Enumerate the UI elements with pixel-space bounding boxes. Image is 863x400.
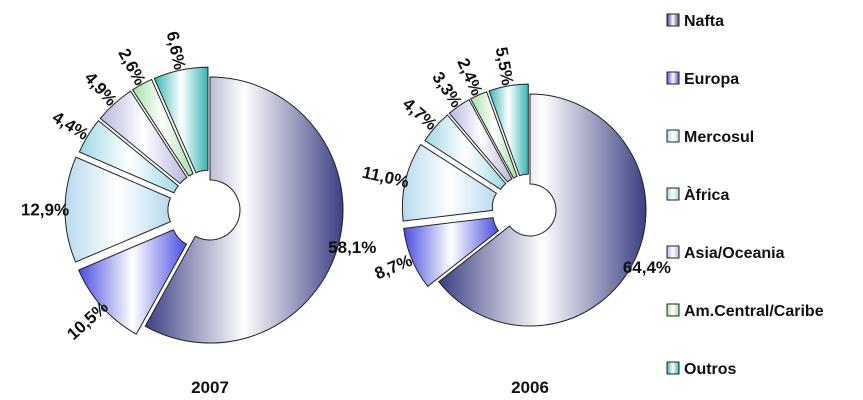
legend-item: Asia/Oceania <box>684 245 785 262</box>
pie-slice-2006--frica <box>424 114 507 191</box>
legend-item: Àfrica <box>684 185 729 204</box>
slice-label: 5,5% <box>492 46 517 87</box>
slice-label: 4,4% <box>49 108 92 144</box>
legend-item: Outros <box>684 361 737 378</box>
slice-label: 64,4% <box>623 258 671 277</box>
slice-label: 2,6% <box>114 45 149 88</box>
legend-swatch <box>666 245 680 259</box>
slice-label: 12,9% <box>21 200 69 219</box>
legend-item: Am.Central/Caribe <box>684 303 824 320</box>
legend-swatch <box>666 187 680 201</box>
legend: Nafta Europa Mercosul Àfrica Asia/Oceania Am.… <box>666 13 824 378</box>
legend-item: Nafta <box>684 13 724 30</box>
legend-swatch <box>666 303 680 317</box>
pie-title-2007: 2007 <box>191 378 229 397</box>
pie-slice-2007--frica <box>78 119 179 194</box>
pie-slice-2006-outros <box>488 83 529 177</box>
pie-2006: 64,4%8,7%11,0%4,7%3,3%2,4% 5,5% <box>360 46 671 327</box>
slice-label: 10,5% <box>63 297 112 343</box>
legend-item: Mercosul <box>684 129 754 146</box>
slice-label: 6,6% <box>163 30 190 72</box>
legend-swatch <box>666 129 680 143</box>
pie-slice-2006-am-central-caribe <box>469 91 518 179</box>
pie-slice-2007-am-central-caribe <box>131 78 194 177</box>
pie-slice-2007-asia-oceania <box>99 90 188 185</box>
pie-2007: 58,1%10,5%12,9%4,4%4,9%2,6% 6,6% <box>21 30 376 344</box>
legend-swatch <box>666 71 680 85</box>
legend-swatch <box>666 13 680 27</box>
pie-slice-2007-europa <box>78 229 188 335</box>
pie-slice-2006-europa <box>403 217 500 287</box>
pie-slice-2006-nafta <box>438 93 647 327</box>
pie-slice-2006-mercosul <box>401 143 498 222</box>
pie-slice-2006-asia-oceania <box>448 99 513 183</box>
slice-label: 8,7% <box>372 251 415 283</box>
legend-item: Europa <box>684 71 739 88</box>
slice-label: 58,1% <box>328 238 376 257</box>
pie-slice-2007-outros <box>153 66 209 174</box>
pie-title-2006: 2006 <box>511 378 549 397</box>
pie-slice-2007-mercosul <box>64 156 172 263</box>
slice-label: 11,0% <box>360 163 410 192</box>
legend-swatch <box>666 361 680 375</box>
pie-slice-2007-nafta <box>144 76 344 344</box>
